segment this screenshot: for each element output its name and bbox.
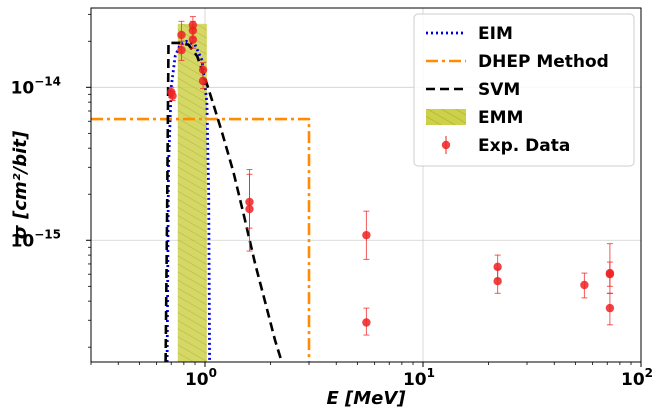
y-tick-label: 10−15 [11,227,61,251]
legend-label: Exp. Data [478,136,570,156]
series-layer [91,16,615,362]
data-point [362,230,371,240]
data-point [188,35,198,44]
legend-label: SVM [478,80,520,100]
data-point [580,280,589,290]
legend-box [413,13,635,167]
data-point [198,76,208,86]
x-tick-label: 100 [185,366,217,390]
data-point [177,45,186,55]
data-point [605,268,615,278]
data-point [168,91,177,101]
legend-label: EMM [478,108,523,128]
y-axis-title: σ [cm²/bit] [10,130,31,239]
axis-ticks: 100 101 102 10−15 10−14 [11,13,653,390]
legend-label: DHEP Method [478,52,609,72]
legend: EIM DHEP Method SVM EMM Exp. Data [413,13,635,167]
legend-label: EIM [478,24,513,44]
data-point [245,204,254,214]
x-tick-label: 101 [403,366,435,390]
legend-swatch-marker [441,140,451,150]
data-point [177,30,186,40]
x-axis-title: E [MeV] [326,388,406,409]
data-point [605,303,615,313]
y-tick-label: 10−14 [11,74,61,98]
data-point [493,276,502,286]
legend-swatch-bar [426,109,466,125]
plot-frame [90,7,642,363]
series-line-dhep-method [91,117,311,362]
data-point [362,318,371,327]
series-line-eim [165,39,211,362]
x-tick-label: 102 [621,366,653,390]
series-line-svm [164,41,284,362]
